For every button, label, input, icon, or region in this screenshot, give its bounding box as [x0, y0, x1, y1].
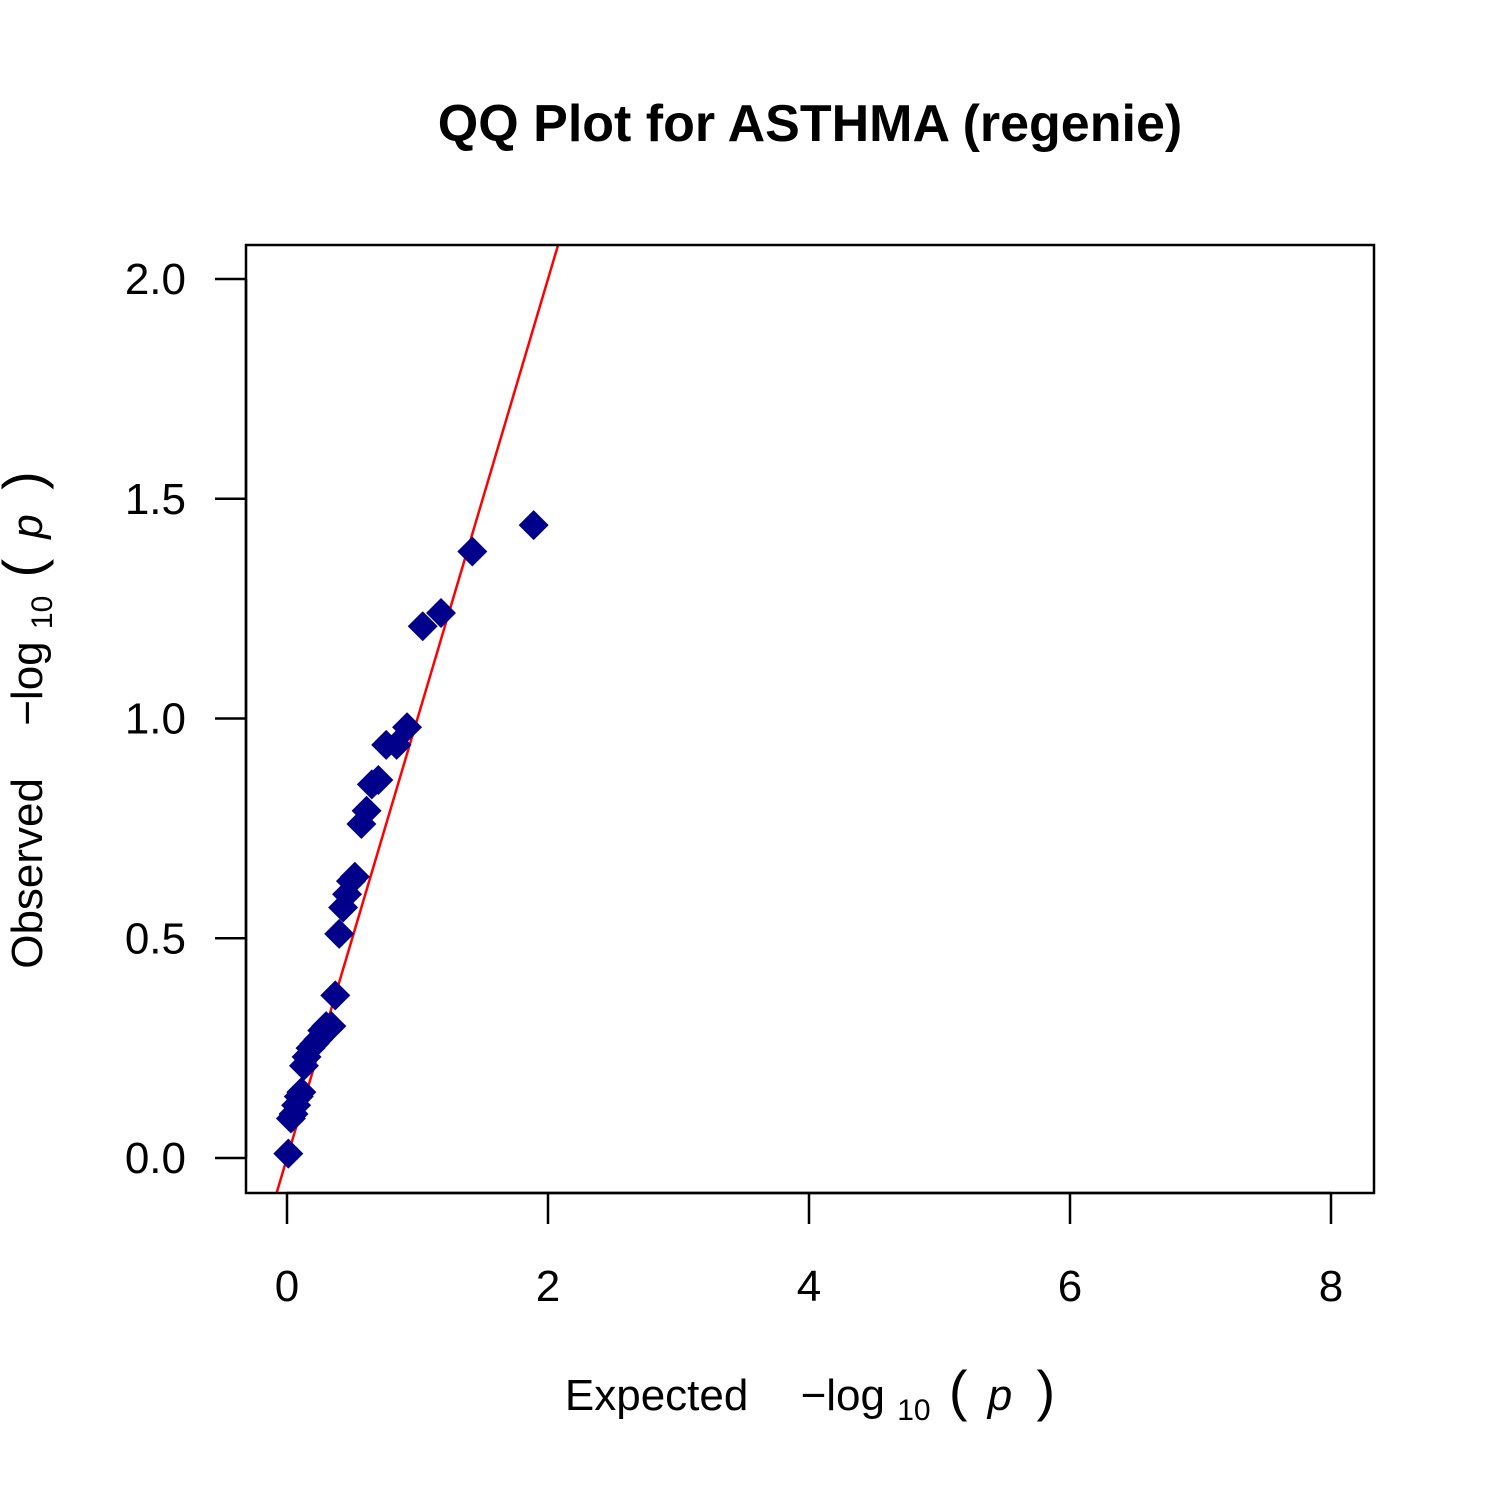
data-point: [339, 861, 370, 892]
data-point: [425, 598, 456, 629]
y-axis-label-paren-open: (: [0, 559, 54, 578]
y-axis-label: Observed −log 10 ( p ): [0, 471, 62, 969]
x-axis-label-prefix: Expected: [565, 1371, 748, 1420]
x-tick-label: 6: [1058, 1262, 1082, 1311]
data-point: [518, 510, 549, 541]
x-tick-label: 2: [536, 1262, 560, 1311]
x-tick-label: 0: [275, 1262, 299, 1311]
y-axis-label-paren-close: ): [0, 471, 54, 490]
data-point: [273, 1138, 304, 1169]
y-tick-label: 1.0: [125, 695, 186, 744]
data-point: [286, 1077, 317, 1108]
y-axis-label-prefix: Observed: [3, 778, 52, 969]
x-axis-label-var: p: [986, 1371, 1012, 1420]
y-axis-label-sub: 10: [26, 596, 59, 629]
y-tick-label: 0.5: [125, 914, 186, 963]
chart-title: QQ Plot for ASTHMA (regenie): [437, 95, 1183, 153]
x-axis-label-paren-open: (: [949, 1359, 968, 1422]
x-axis-label-paren-close: ): [1036, 1359, 1055, 1422]
data-point: [457, 536, 488, 567]
x-axis-label-func: −log: [801, 1371, 885, 1420]
data-point: [392, 712, 423, 743]
data-point: [407, 611, 438, 642]
y-tick-label: 2.0: [125, 255, 186, 304]
x-axis-label-sub: 10: [897, 1394, 930, 1427]
x-axis-label: Expected −log 10 ( p ): [565, 1359, 1055, 1430]
plot-frame: [244, 243, 1376, 1195]
data-point: [320, 980, 351, 1011]
x-tick-label: 4: [797, 1262, 821, 1311]
data-point: [316, 1011, 347, 1042]
x-tick-label: 8: [1319, 1262, 1343, 1311]
y-tick-label: 1.5: [125, 475, 186, 524]
data-point: [363, 765, 394, 796]
y-axis: 0.0 0.5 1.0 1.5 2.0: [125, 255, 248, 1183]
y-axis-label-var: p: [3, 514, 52, 540]
y-axis-label-func: −log: [3, 641, 52, 725]
data-point: [324, 918, 355, 949]
y-tick-label: 0.0: [125, 1134, 186, 1183]
data-point: [351, 795, 382, 826]
x-axis: 0 2 4 6 8: [275, 1191, 1343, 1311]
